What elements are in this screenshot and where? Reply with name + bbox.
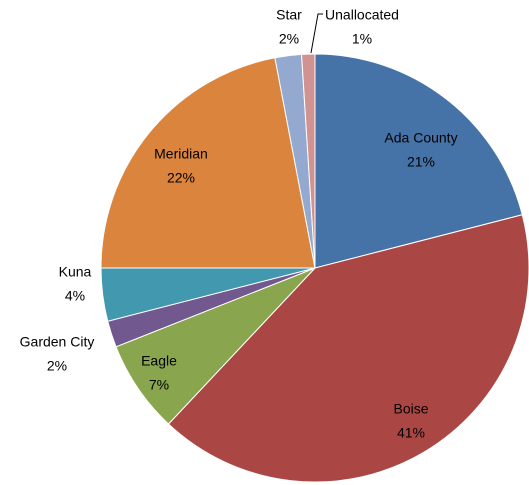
slice-label: Star: [276, 7, 302, 23]
slice-label: Boise: [393, 401, 428, 417]
slice-label: Kuna: [59, 264, 92, 280]
slice-label: Meridian: [154, 146, 208, 162]
leader-line: [310, 13, 323, 54]
pie-slice: [167, 214, 529, 483]
slice-label: Ada County: [384, 130, 457, 146]
slice-value: 4%: [65, 288, 85, 304]
pie-slice: [301, 53, 316, 269]
slice-value: 1%: [352, 31, 372, 47]
slice-value: 21%: [407, 154, 435, 170]
slice-value: 22%: [167, 170, 195, 186]
pie-slice: [314, 53, 523, 269]
slice-label: Garden City: [20, 334, 95, 350]
pie-slice: [100, 57, 316, 269]
slice-value: 41%: [397, 425, 425, 441]
slice-label: Eagle: [141, 353, 177, 369]
slice-label: Unallocated: [325, 7, 399, 23]
slice-value: 2%: [47, 358, 67, 374]
slice-value: 2%: [279, 31, 299, 47]
slice-value: 7%: [149, 377, 169, 393]
